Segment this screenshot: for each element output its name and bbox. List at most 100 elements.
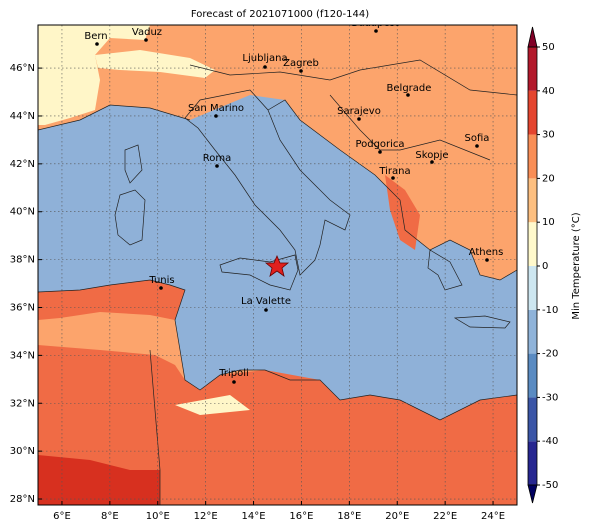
city-label: Roma	[203, 153, 232, 164]
forecast-point-star	[264, 254, 290, 277]
city-label: Sarajevo	[337, 106, 381, 117]
colorbar-band	[528, 134, 537, 179]
colorbar-extend-top	[527, 26, 538, 48]
hot-zone	[38, 455, 160, 505]
colorbar-band	[528, 266, 537, 310]
colorbar-band	[528, 309, 537, 354]
city-dot	[374, 29, 378, 33]
x-tick-label: 18°E	[337, 511, 361, 522]
city-dot	[406, 93, 410, 97]
city-label: Tripoli	[218, 368, 249, 379]
y-tick-label: 44°N	[10, 111, 35, 122]
city-label: La Valette	[241, 296, 291, 307]
title: Forecast of 2021071000 (f120-144)	[191, 9, 369, 20]
border-line	[329, 94, 491, 161]
city-dot	[391, 176, 395, 180]
city-dot	[95, 42, 99, 46]
city-dot	[144, 38, 148, 42]
city-label: Bern	[84, 31, 107, 42]
colorbar-extend-bottom	[527, 484, 538, 504]
x-tick-label: 14°E	[242, 511, 266, 522]
city-label: Belgrade	[387, 83, 432, 94]
cold-zone	[38, 25, 150, 125]
colorbar-tick-label: -20	[542, 349, 558, 360]
colorbar-tick-label: 50	[542, 42, 555, 53]
city-label: Ljubljana	[242, 53, 287, 64]
colorbar-tick-label: 30	[542, 130, 555, 141]
colorbar-band	[528, 397, 537, 442]
colorbar-tick-label: -50	[542, 480, 558, 491]
y-tick-label: 30°N	[10, 446, 35, 457]
plot-frame	[37, 24, 518, 506]
coastline	[267, 99, 517, 281]
city-label: Zagreb	[283, 58, 319, 69]
city-dot	[485, 258, 489, 262]
city-label: Vaduz	[132, 27, 162, 38]
coastline	[38, 279, 517, 421]
corsica	[124, 144, 143, 184]
colorbar-tick-label: -10	[542, 305, 558, 316]
colorbar-band	[528, 353, 537, 398]
city-label: Athens	[469, 247, 504, 258]
city-dot	[357, 117, 361, 121]
y-tick-label: 40°N	[10, 207, 35, 218]
city-dot	[264, 308, 268, 312]
x-tick-label: 20°E	[385, 511, 409, 522]
x-tick-label: 22°E	[433, 511, 457, 522]
city-label: Tunis	[148, 275, 174, 286]
colorbar-tick-label: 20	[542, 173, 555, 184]
gridlines	[38, 25, 517, 505]
city-dot	[159, 286, 163, 290]
border-line	[149, 349, 161, 505]
y-tick-label: 38°N	[10, 255, 35, 266]
colorbar-band	[528, 441, 537, 485]
colorbar-tick-label: -40	[542, 436, 558, 447]
colorbar-band	[528, 47, 537, 91]
city-label: Tirana	[378, 166, 410, 177]
colorbar-band	[528, 178, 537, 223]
x-tick-label: 10°E	[146, 511, 170, 522]
city-dot	[214, 114, 218, 118]
x-tick-label: 6°E	[53, 511, 71, 522]
y-tick-label: 46°N	[10, 63, 35, 74]
city-label: Sofia	[465, 133, 490, 144]
y-tick-label: 32°N	[10, 398, 35, 409]
city-dot	[475, 144, 479, 148]
colorbar-band	[528, 90, 537, 135]
y-tick-label: 28°N	[10, 494, 35, 505]
colorbar: -50 -40 -30 -20 -10 0 10 20 30 40 50	[527, 26, 558, 504]
city-label: San Marino	[188, 103, 244, 114]
city-label: Budapest	[351, 18, 398, 29]
city-dot	[215, 164, 219, 168]
italy	[184, 89, 351, 276]
x-tick-label: 12°E	[194, 511, 218, 522]
axes: 6°E 8°E 10°E 12°E 14°E 16°E 18°E 20°E 22°E 24°E 28…	[10, 63, 505, 522]
y-tick-label: 36°N	[10, 302, 35, 313]
sicily	[219, 254, 299, 291]
colorbar-tick-label: 40	[542, 86, 555, 97]
colorbar-tick-label: -30	[542, 392, 558, 403]
y-tick-label: 34°N	[10, 350, 35, 361]
border-line	[189, 59, 517, 96]
y-tick-label: 42°N	[10, 159, 35, 170]
colorbar-label: Min Temperature (°C)	[571, 212, 582, 319]
colorbar-tick-label: 10	[542, 217, 555, 228]
colorbar-band	[528, 222, 537, 266]
city-dot	[263, 65, 267, 69]
x-tick-label: 8°E	[101, 511, 119, 522]
cold-zone	[175, 395, 250, 415]
city-dot	[232, 380, 236, 384]
x-tick-label: 16°E	[289, 511, 313, 522]
city-dot	[299, 69, 303, 73]
cold-zone	[95, 50, 215, 78]
x-tick-label: 24°E	[481, 511, 505, 522]
crete	[453, 315, 511, 329]
city-label: Skopje	[415, 150, 448, 161]
city-dot	[378, 150, 382, 154]
colorbar-tick-label: 0	[542, 261, 548, 272]
city-label: Podgorica	[355, 139, 404, 150]
